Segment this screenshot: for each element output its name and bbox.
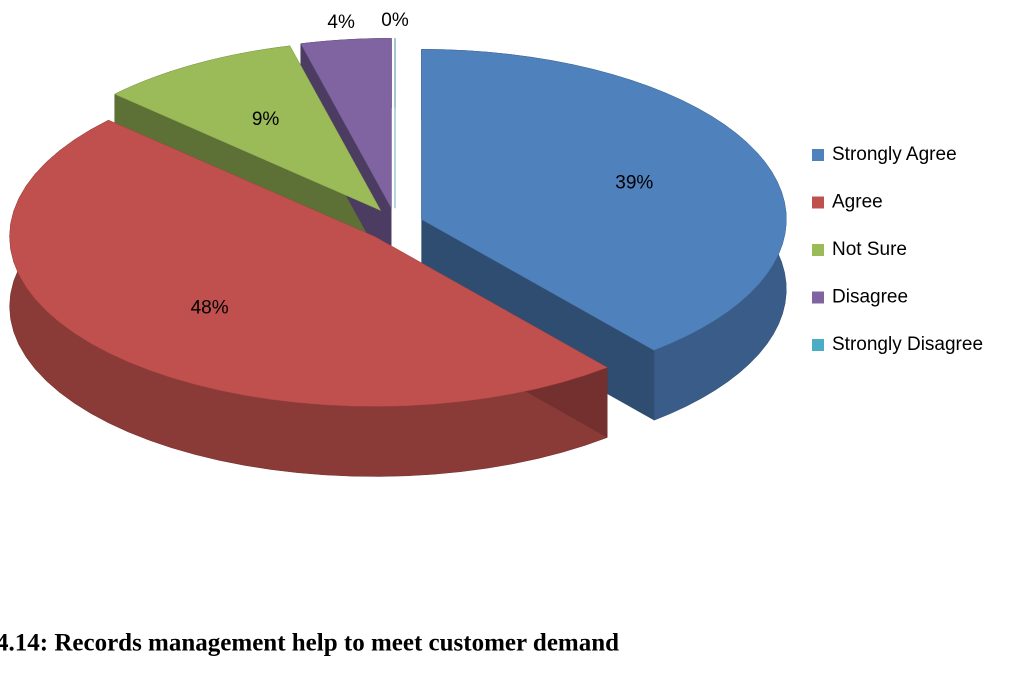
slice <box>421 49 787 351</box>
slice <box>300 38 392 209</box>
legend-swatch <box>812 244 824 256</box>
data-label: 0% <box>381 10 409 31</box>
legend-label: Agree <box>832 192 883 213</box>
caption: 4.14: Records management help to meet cu… <box>0 630 619 657</box>
data-label: 39% <box>615 173 653 194</box>
slice <box>9 119 608 407</box>
legend-swatch <box>812 291 824 304</box>
legend-label: Not Sure <box>832 239 907 260</box>
legend-swatch <box>812 196 824 209</box>
legend-label: Strongly Disagree <box>832 334 983 355</box>
legend-label: Strongly Agree <box>832 144 957 165</box>
legend-label: Disagree <box>832 287 908 308</box>
legend-swatch <box>812 339 824 351</box>
data-label: 9% <box>252 109 280 130</box>
data-label: 48% <box>191 298 229 319</box>
slice <box>114 45 382 212</box>
legend-swatch <box>812 149 824 161</box>
data-label: 4% <box>327 12 355 33</box>
